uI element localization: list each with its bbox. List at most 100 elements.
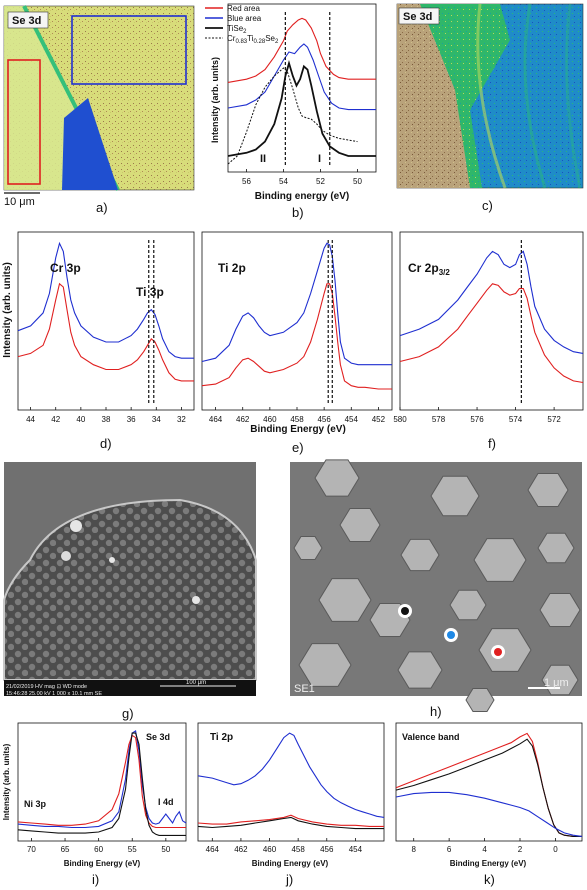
xtick-label-i-70: 70 <box>27 845 36 854</box>
xtick-label-j-464: 464 <box>206 845 220 854</box>
series-i-red <box>17 734 186 829</box>
xtick-label-e-458: 458 <box>290 415 304 424</box>
ylabel-i: Intensity (arb. units) <box>2 743 11 820</box>
xlabel-i: Binding Energy (eV) <box>64 859 141 868</box>
xtick-label-e-454: 454 <box>345 415 359 424</box>
xtick-label-j-460: 460 <box>263 845 277 854</box>
legend-blue-area: Blue area <box>227 14 262 23</box>
series-j-black <box>197 816 384 830</box>
annotation-cr-3p: Cr 3p <box>50 261 81 275</box>
xtick-label-k-0: 0 <box>553 845 558 854</box>
xtick-label-f-572: 572 <box>547 415 561 424</box>
panel-g-sem: 21/02/2019 HV mag ⊡ WD mode 15:46:28 25.… <box>3 462 257 721</box>
plot-i-lines: 70 65 60 55 50 <box>17 729 187 854</box>
series-e-blue <box>201 242 392 366</box>
sem-info-row1: 21/02/2019 HV mag ⊡ WD mode <box>6 684 87 690</box>
panel-b-chart: 56 54 52 50 Red area Blue area TiSe2 Cr0.83… <box>205 3 377 220</box>
legend-tise2: TiSe2 <box>227 24 247 35</box>
panel-d-label: d) <box>100 436 112 451</box>
black-marker <box>401 607 409 615</box>
panel-h-sem: SE1 1 μm h) <box>290 459 582 719</box>
blue-marker <box>447 631 455 639</box>
plot-k-lines: 8 6 4 2 0 <box>395 732 583 854</box>
panel-h-label: h) <box>430 704 442 719</box>
hexagon-crystal <box>339 508 381 542</box>
hexagon-crystal <box>314 459 360 497</box>
hexagon-crystal <box>537 532 575 564</box>
xtick-label-e-464: 464 <box>209 415 223 424</box>
xtick-label-i-50: 50 <box>161 845 170 854</box>
hexagon-crystal <box>465 688 495 712</box>
xtick-label-j-456: 456 <box>320 845 334 854</box>
plot-b-lines: 56 54 52 50 <box>227 12 376 186</box>
series-j-blue <box>197 732 385 818</box>
xtick-label-b-52: 52 <box>316 177 325 186</box>
annotation-ti-2p-j: Ti 2p <box>210 732 233 743</box>
series-k-black <box>395 738 582 837</box>
panel-c-map: Se 3d c) <box>396 3 584 213</box>
panel-k-label: k) <box>484 872 495 887</box>
panel-k-chart: 8 6 4 2 0 Valence band Binding Energy (eV) k… <box>395 722 583 887</box>
series-j-red <box>197 814 384 827</box>
series-k-blue <box>395 791 583 837</box>
xtick-label-j-462: 462 <box>234 845 248 854</box>
xtick-label-d-36: 36 <box>127 415 136 424</box>
series-f-red <box>399 283 584 384</box>
blue-area-box <box>71 15 187 85</box>
plot-j-lines: 464 462 460 458 456 454 <box>197 732 385 854</box>
series-b-cr0-83ti0-28se2 <box>227 67 358 165</box>
xtick-label-d-38: 38 <box>102 415 111 424</box>
ylabel-d: Intensity (arb. units) <box>2 262 13 358</box>
panel-i-chart: 70 65 60 55 50 Se 3d Ni 3p I 4d Intensity (a… <box>2 722 187 887</box>
series-b-tise <box>227 59 376 157</box>
panel-a-label: a) <box>96 200 108 215</box>
panel-d-chart: 44 42 40 38 36 34 32 Cr 3p Ti 3p Intensity (ar… <box>2 231 195 451</box>
sem-info-row2: 15:46:28 25.00 kV 1 000 x 10.1 mm SE <box>6 691 102 697</box>
xlabel-b: Binding energy (eV) <box>255 191 349 202</box>
panel-a-map-label: Se 3d <box>12 15 41 27</box>
panel-a-scale-bar: 10 μm <box>4 196 35 208</box>
xtick-label-j-454: 454 <box>349 845 363 854</box>
xtick-label-d-34: 34 <box>152 415 161 424</box>
hexagon-crystal <box>527 473 569 507</box>
red-marker <box>494 648 502 656</box>
xtick-label-f-580: 580 <box>393 415 407 424</box>
hexagon-crystal <box>473 538 527 582</box>
series-b-blue-area <box>227 43 376 111</box>
xtick-label-k-2: 2 <box>518 845 523 854</box>
series-i-black <box>17 732 186 836</box>
annotation-ti-3p: Ti 3p <box>136 285 164 299</box>
hexagon-crystal <box>298 643 352 687</box>
ylabel-b: Intensity (arb. units) <box>210 57 220 143</box>
annotation-se-3d: Se 3d <box>146 732 170 742</box>
xtick-label-f-578: 578 <box>432 415 446 424</box>
panel-b-label: b) <box>292 205 304 220</box>
hexagon-crystal <box>293 536 323 560</box>
panel-e-chart: 464 462 460 458 456 454 452 Ti 2p Binding Ener… <box>201 231 393 455</box>
panel-c-map-label: Se 3d <box>403 11 432 23</box>
panel-a-map: Se 3d 10 μm a) <box>3 5 195 215</box>
xtick-label-d-40: 40 <box>76 415 85 424</box>
hexagon-crystal <box>478 628 532 672</box>
xlabel-j: Binding Energy (eV) <box>252 859 329 868</box>
panel-j-label: j) <box>285 872 293 887</box>
xtick-label-k-8: 8 <box>411 845 416 854</box>
xtick-label-j-458: 458 <box>291 845 305 854</box>
annotation-II: II <box>260 153 266 165</box>
xtick-label-e-456: 456 <box>317 415 331 424</box>
panel-i-label: i) <box>92 872 99 887</box>
red-area-box <box>7 59 41 185</box>
xtick-label-d-44: 44 <box>26 415 35 424</box>
xtick-label-e-462: 462 <box>236 415 250 424</box>
series-f-blue <box>399 250 584 354</box>
xtick-label-f-574: 574 <box>509 415 523 424</box>
xtick-label-i-65: 65 <box>61 845 70 854</box>
sem-corner-label: SE1 <box>294 683 315 695</box>
annotation-ti-2p-e: Ti 2p <box>218 261 246 275</box>
xtick-label-b-54: 54 <box>279 177 288 186</box>
legend-b: Red area Blue area TiSe2 Cr0.83Ti0.28Se2 <box>205 4 279 45</box>
hexagon-crystal <box>400 538 440 572</box>
xtick-label-k-6: 6 <box>447 845 452 854</box>
sem-scale-h: 1 μm <box>544 677 569 689</box>
